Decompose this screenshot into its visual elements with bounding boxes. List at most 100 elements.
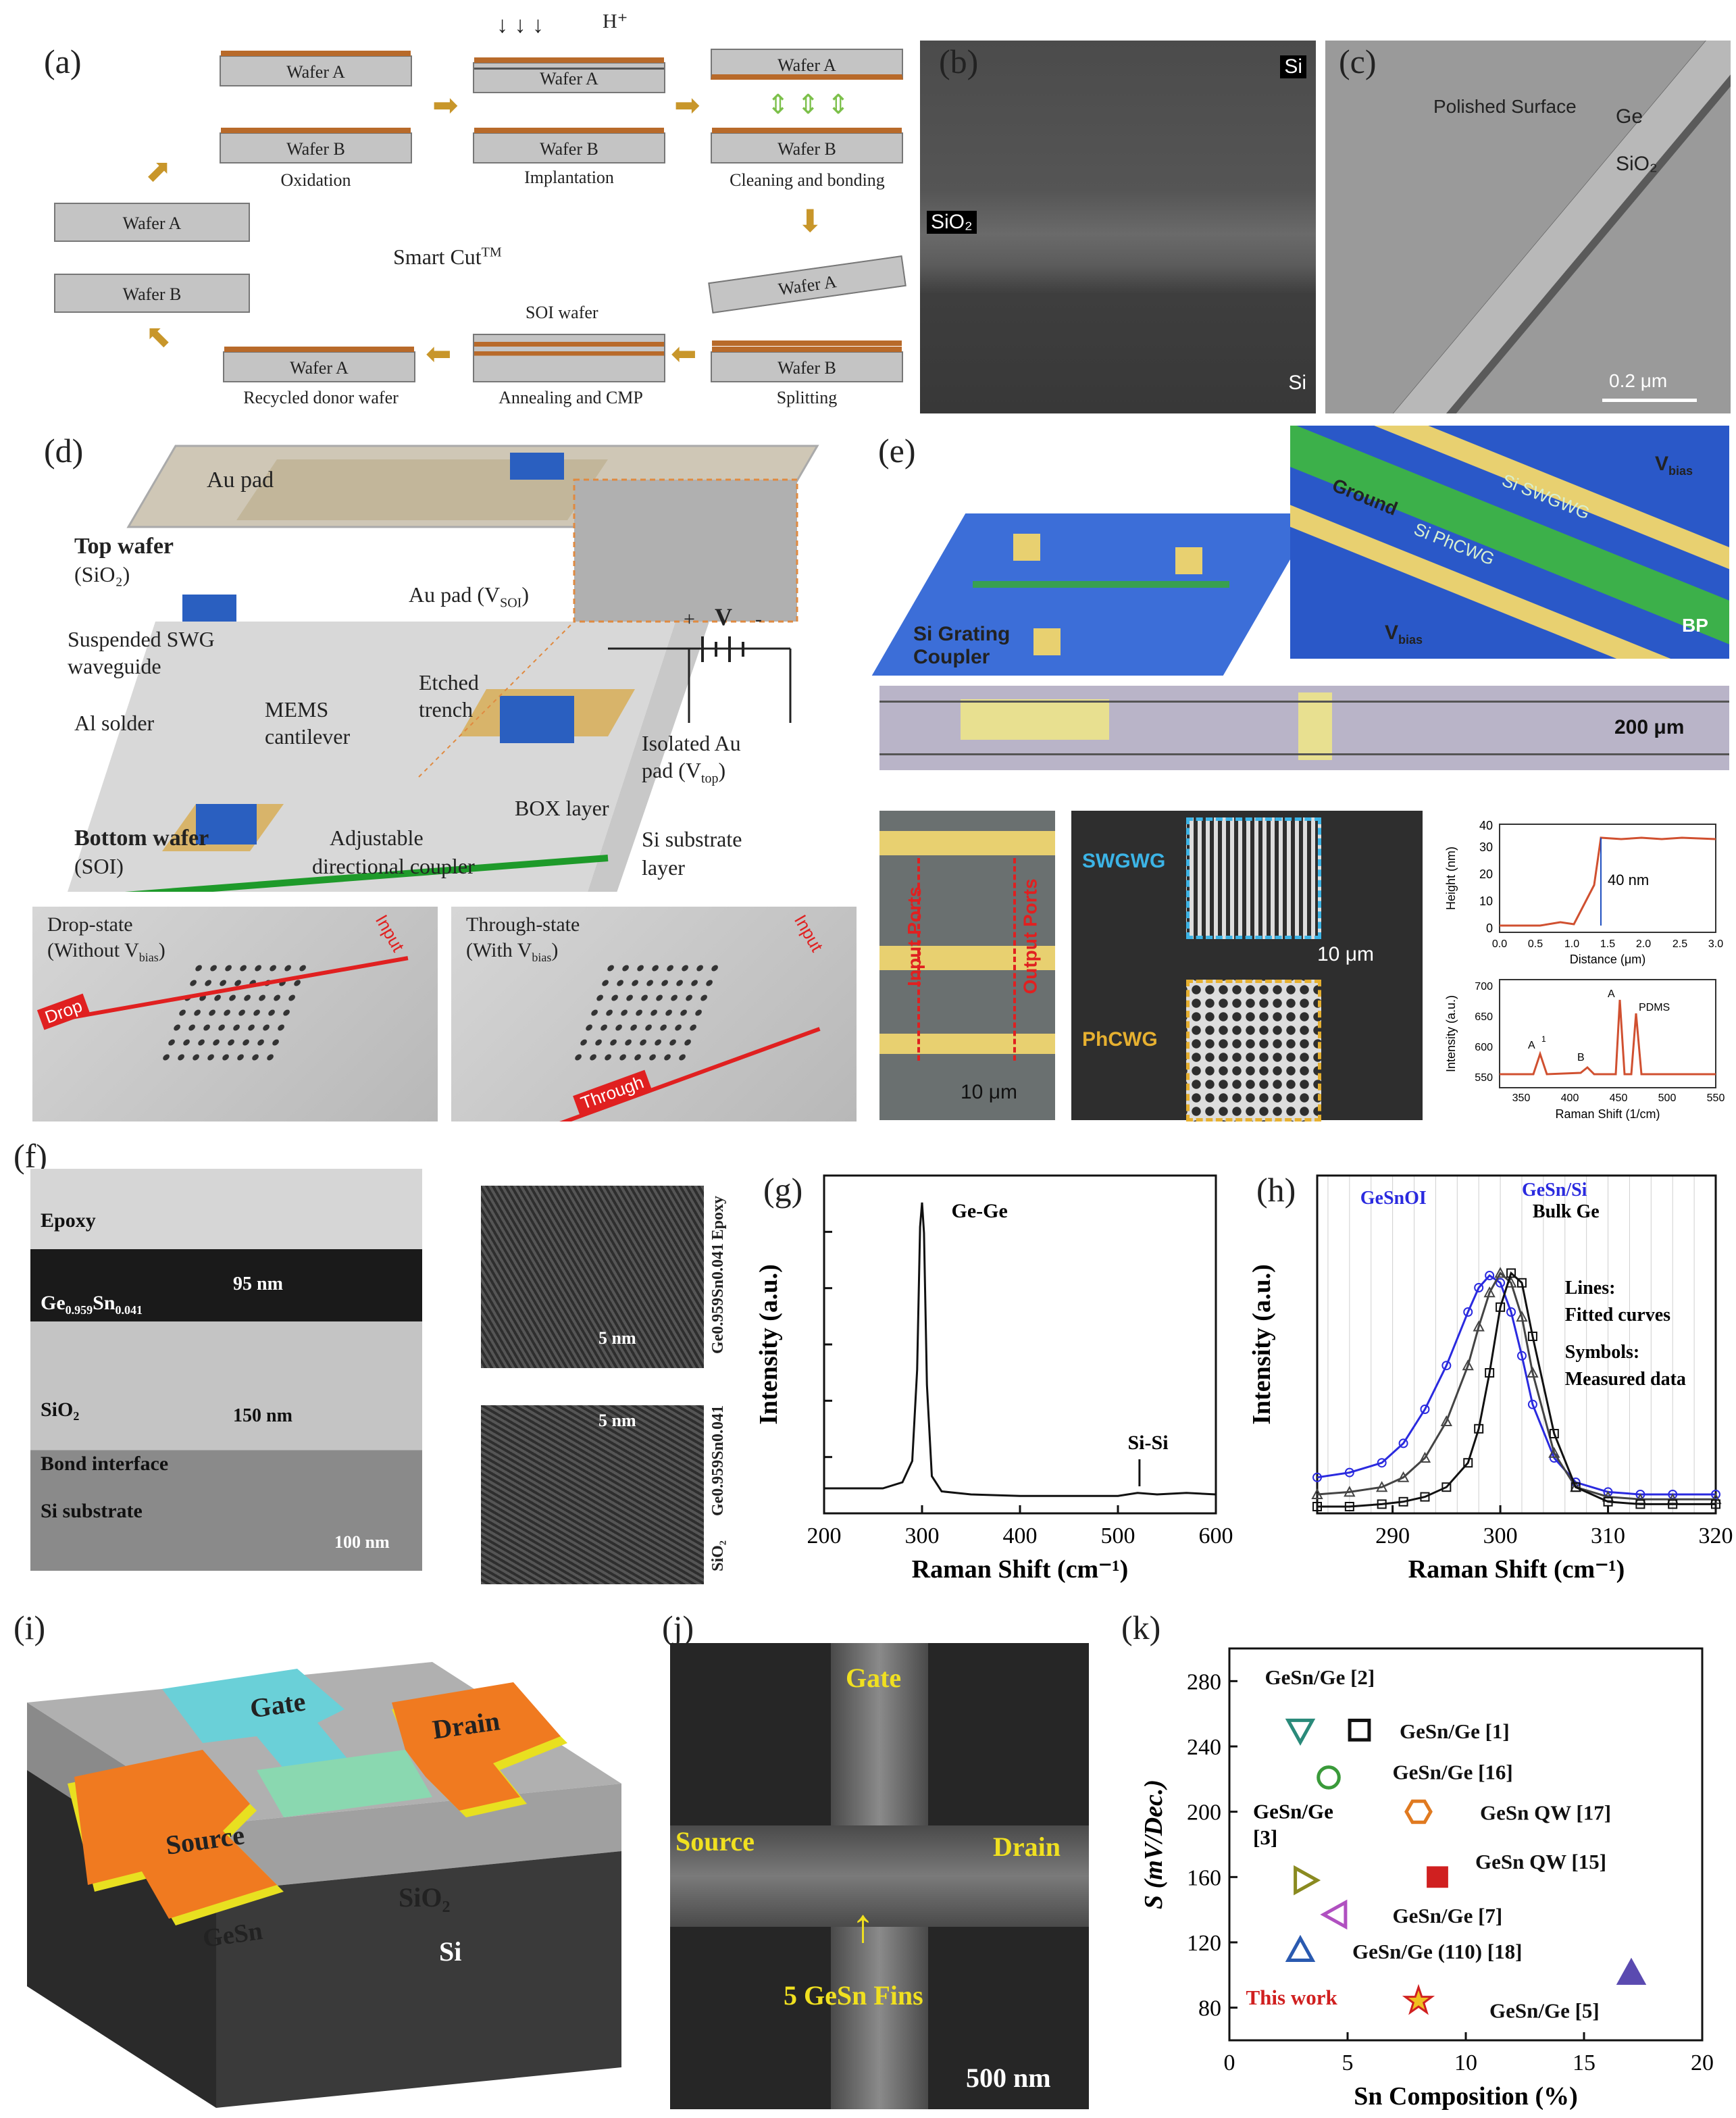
annotation-gesn-si: GeSn/Si <box>1522 1180 1587 1201</box>
phcwg-box-label: PhCWG <box>1082 1028 1158 1051</box>
data-point <box>1344 1467 1354 1478</box>
soi-wafer-label: SOI wafer <box>526 303 598 322</box>
y-tick-label: 120 <box>1187 1931 1221 1956</box>
wafer-b: Wafer B <box>220 128 412 163</box>
panel-f: (f) Epoxy Ge0.959Sn0.041 95 nm SiO₂ 150 … <box>0 1135 743 1594</box>
label-bottom-wafer: Bottom wafer <box>74 826 209 851</box>
data-point <box>1420 1405 1430 1414</box>
point-gesn-ge-110-18- <box>1285 1934 1316 1962</box>
bond-interface-label: Bond interface <box>41 1453 169 1475</box>
panel-i: (i) Gate Drain Source GeSn SiO₂ Si <box>0 1608 642 2115</box>
label-mems: MEMS <box>265 697 329 722</box>
label-trench: trench <box>419 697 473 722</box>
label-this-work: This work <box>1246 1986 1338 2009</box>
source-label: Source <box>675 1826 755 1857</box>
panel-label-a: (a) <box>44 43 82 80</box>
panel-label-k: (k) <box>1121 1609 1161 1646</box>
drop-state-label: Drop-state <box>47 913 133 936</box>
epoxy-label: Epoxy <box>41 1209 96 1232</box>
gate-label: Gate <box>846 1663 902 1693</box>
plot-frame <box>1316 1174 1717 1515</box>
x-tick-label: 15 <box>1573 2050 1595 2075</box>
panel-h: (h) 290 300 310 320 Raman Shift (cm⁻¹) Intens… <box>1243 1135 1736 1594</box>
label-gesn-ge-3-line1: GeSn/Ge <box>1253 1799 1333 1823</box>
y-axis-label: Intensity (a.u.) <box>755 1264 783 1425</box>
point-gesn-ge-3- <box>1294 1865 1321 1896</box>
step-implantation: Implantation <box>524 168 614 187</box>
step-cleaning-bonding: Cleaning and bonding <box>730 170 885 190</box>
point-gesn-ge-7- <box>1320 1899 1348 1930</box>
svg-text:600: 600 <box>1475 1042 1493 1053</box>
arrow-icon: ⬅ <box>671 335 697 372</box>
step-oxidation: Oxidation <box>280 170 351 190</box>
scale-100nm-label: 100 nm <box>334 1532 390 1552</box>
label-coupler: directional coupler <box>312 854 475 878</box>
label-al-solder: Al solder <box>74 711 155 735</box>
svg-text:20: 20 <box>1479 867 1493 881</box>
data-point <box>1711 1499 1720 1509</box>
sio2-label: SiO₂ <box>41 1398 80 1421</box>
soi-wafer <box>473 334 665 382</box>
data-point <box>1463 1458 1473 1468</box>
svg-text:0.5: 0.5 <box>1528 938 1543 950</box>
x-tick-label: 0 <box>1224 2050 1235 2075</box>
svg-text:500: 500 <box>1658 1092 1677 1104</box>
label-au-pad-vsoi: Au pad (VSOI) <box>409 582 529 611</box>
svg-text:1.5: 1.5 <box>1600 938 1615 950</box>
data-point <box>1344 1486 1356 1497</box>
side-gesn-bottom: Ge0.959Sn0.041 <box>709 1405 727 1517</box>
side-sio2: SiO₂ <box>709 1540 727 1571</box>
x-tick-label: 500 <box>1101 1523 1135 1548</box>
wafer-a-recycled-donor: Wafer A <box>223 347 415 382</box>
data-point <box>1485 1368 1495 1378</box>
label-plus: + <box>684 608 695 630</box>
data-point <box>1312 1472 1322 1482</box>
wafer-a: Wafer A <box>220 51 412 86</box>
y-tick-label: 80 <box>1198 1996 1221 2021</box>
label-si-substrate: Si substrate <box>642 827 742 851</box>
annotation-bulk-ge: Bulk Ge <box>1533 1201 1600 1222</box>
point-gesn-qw-15- <box>1427 1866 1448 1888</box>
through-state-label: Through-state <box>466 913 580 936</box>
x-tick-label: 5 <box>1342 2050 1354 2075</box>
plot-frame <box>823 1174 1217 1515</box>
label-gesn-ge-1-: GeSn/Ge [1] <box>1400 1719 1510 1743</box>
step-recycled: Recycled donor wafer <box>243 388 399 407</box>
x-axis-label: Raman Shift (cm⁻¹) <box>1408 1555 1625 1584</box>
label-minus: - <box>755 608 762 630</box>
raman-ge-chart: 200 300 400 500 600 Raman Shift (cm⁻¹) Intensi… <box>755 1174 1233 1584</box>
label-etched: Etched <box>419 670 479 695</box>
svg-text:Height (nm): Height (nm) <box>1444 847 1458 910</box>
bond-arrows: ⇕ ⇕ ⇕ <box>767 90 850 120</box>
label-suspended: Suspended SWG <box>68 627 215 651</box>
x-tick-label: 400 <box>1003 1523 1038 1548</box>
annotation-gesnoi: GeSnOI <box>1360 1188 1427 1209</box>
svg-text:350: 350 <box>1512 1092 1531 1104</box>
wafer-a-split: Wafer A <box>708 255 907 313</box>
through-state-image <box>451 907 857 1121</box>
x-tick-label: 320 <box>1699 1523 1733 1548</box>
data-point <box>1496 1278 1506 1288</box>
data-point <box>1398 1496 1408 1507</box>
label-gesn-qw-17-: GeSn QW [17] <box>1480 1801 1611 1825</box>
scale-5nm-b: 5 nm <box>598 1411 636 1430</box>
svg-text:1: 1 <box>1541 1034 1546 1044</box>
data-point <box>1311 1488 1323 1499</box>
point-gesn-ge-5- <box>1616 1957 1647 1985</box>
panel-e: (e) Si Grating Coupler Ground Vbias Vbias… <box>871 426 1736 1128</box>
annotation-measured: Measured data <box>1565 1369 1686 1390</box>
annotation-si-si: Si-Si <box>1128 1432 1169 1454</box>
data-point <box>1420 1492 1430 1502</box>
svg-text:550: 550 <box>1707 1092 1725 1104</box>
x-tick-label: 300 <box>1483 1523 1518 1548</box>
series-line-gesnsi <box>1317 1271 1716 1501</box>
data-point <box>1463 1307 1473 1317</box>
data-point <box>1668 1499 1678 1509</box>
svg-text:1.0: 1.0 <box>1564 938 1579 950</box>
panel-label-i: (i) <box>14 1609 46 1646</box>
svg-text:A: A <box>1528 1040 1535 1051</box>
data-point <box>1377 1458 1387 1468</box>
gesn-label: Ge0.959Sn0.041 <box>41 1292 143 1317</box>
svg-text:Distance (μm): Distance (μm) <box>1570 953 1645 966</box>
wafer-b: Wafer B <box>711 128 903 163</box>
